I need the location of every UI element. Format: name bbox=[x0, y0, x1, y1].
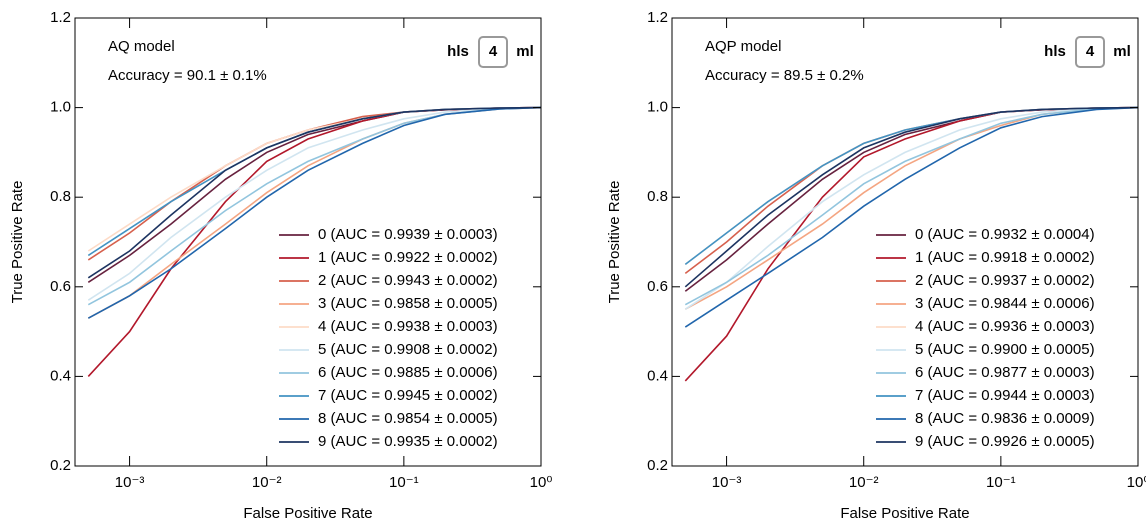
legend-label: 0 (AUC = 0.9939 ± 0.0003) bbox=[318, 226, 498, 243]
legend-label: 0 (AUC = 0.9932 ± 0.0004) bbox=[915, 226, 1095, 243]
x-axis-label: False Positive Rate bbox=[840, 505, 969, 522]
legend-label: 8 (AUC = 0.9836 ± 0.0009) bbox=[915, 410, 1095, 427]
y-tick-label: 1.0 bbox=[647, 99, 668, 116]
y-tick-label: 0.8 bbox=[50, 188, 71, 205]
plot-area bbox=[684, 106, 1138, 382]
chart-title: AQ model bbox=[108, 38, 175, 55]
legend-label: 4 (AUC = 0.9936 ± 0.0003) bbox=[915, 318, 1095, 335]
y-axis-label: True Positive Rate bbox=[606, 181, 623, 304]
roc-curve bbox=[684, 106, 1138, 288]
chart-subtitle: Accuracy = 90.1 ± 0.1% bbox=[108, 67, 267, 84]
logo-text: 4 bbox=[1086, 43, 1095, 60]
y-tick-label: 1.2 bbox=[50, 9, 71, 26]
legend-label: 6 (AUC = 0.9885 ± 0.0006) bbox=[318, 364, 498, 381]
logo-text: hls bbox=[1044, 43, 1066, 60]
legend-label: 1 (AUC = 0.9918 ± 0.0002) bbox=[915, 249, 1095, 266]
roc-curve bbox=[684, 106, 1138, 310]
y-tick-label: 0.6 bbox=[647, 278, 668, 295]
legend-label: 9 (AUC = 0.9926 ± 0.0005) bbox=[915, 433, 1095, 450]
roc-curve bbox=[684, 106, 1138, 306]
legend-label: 6 (AUC = 0.9877 ± 0.0003) bbox=[915, 364, 1095, 381]
y-tick-label: 0.4 bbox=[647, 367, 668, 384]
legend-label: 8 (AUC = 0.9854 ± 0.0005) bbox=[318, 410, 498, 427]
logo-box bbox=[478, 36, 508, 68]
y-tick-label: 1.2 bbox=[647, 9, 668, 26]
roc-curve bbox=[684, 106, 1138, 328]
legend-label: 2 (AUC = 0.9943 ± 0.0002) bbox=[318, 272, 498, 289]
logo-box bbox=[1075, 36, 1105, 68]
legend-label: 5 (AUC = 0.9908 ± 0.0002) bbox=[318, 341, 498, 358]
legend-label: 2 (AUC = 0.9937 ± 0.0002) bbox=[915, 272, 1095, 289]
legend-label: 4 (AUC = 0.9938 ± 0.0003) bbox=[318, 318, 498, 335]
y-tick-label: 0.6 bbox=[50, 278, 71, 295]
axes-frame bbox=[74, 17, 542, 467]
y-axis-label: True Positive Rate bbox=[9, 181, 26, 304]
y-tick-label: 0.2 bbox=[647, 457, 668, 474]
x-tick-label: 10⁻² bbox=[849, 474, 879, 491]
x-tick-label: 10⁻³ bbox=[712, 474, 742, 491]
roc-curve bbox=[87, 106, 541, 319]
x-tick-label: 10⁻² bbox=[252, 474, 282, 491]
roc-curve bbox=[684, 106, 1138, 382]
chart-title: AQP model bbox=[705, 38, 781, 55]
legend-label: 9 (AUC = 0.9935 ± 0.0002) bbox=[318, 433, 498, 450]
x-tick-label: 10⁻¹ bbox=[389, 474, 419, 491]
logo-text: hls bbox=[447, 43, 469, 60]
legend-label: 7 (AUC = 0.9944 ± 0.0003) bbox=[915, 387, 1095, 404]
x-tick-label: 10⁰ bbox=[1127, 474, 1146, 491]
legend-label: 3 (AUC = 0.9844 ± 0.0006) bbox=[915, 295, 1095, 312]
logo-text: ml bbox=[516, 43, 534, 60]
x-axis-label: False Positive Rate bbox=[243, 505, 372, 522]
logo-text: ml bbox=[1113, 43, 1131, 60]
x-tick-label: 10⁻³ bbox=[115, 474, 145, 491]
y-tick-label: 0.2 bbox=[50, 457, 71, 474]
plot-area bbox=[87, 106, 541, 377]
logo-text: 4 bbox=[489, 43, 498, 60]
x-tick-label: 10⁻¹ bbox=[986, 474, 1016, 491]
axes-frame bbox=[671, 17, 1139, 467]
y-tick-label: 1.0 bbox=[50, 99, 71, 116]
legend-label: 3 (AUC = 0.9858 ± 0.0005) bbox=[318, 295, 498, 312]
x-tick-label: 10⁰ bbox=[530, 474, 553, 491]
legend-label: 7 (AUC = 0.9945 ± 0.0002) bbox=[318, 387, 498, 404]
roc-curve bbox=[87, 106, 541, 279]
chart-subtitle: Accuracy = 89.5 ± 0.2% bbox=[705, 67, 864, 84]
y-tick-label: 0.8 bbox=[647, 188, 668, 205]
legend-label: 5 (AUC = 0.9900 ± 0.0005) bbox=[915, 341, 1095, 358]
y-tick-label: 0.4 bbox=[50, 367, 71, 384]
roc-curve bbox=[87, 106, 541, 301]
legend-label: 1 (AUC = 0.9922 ± 0.0002) bbox=[318, 249, 498, 266]
